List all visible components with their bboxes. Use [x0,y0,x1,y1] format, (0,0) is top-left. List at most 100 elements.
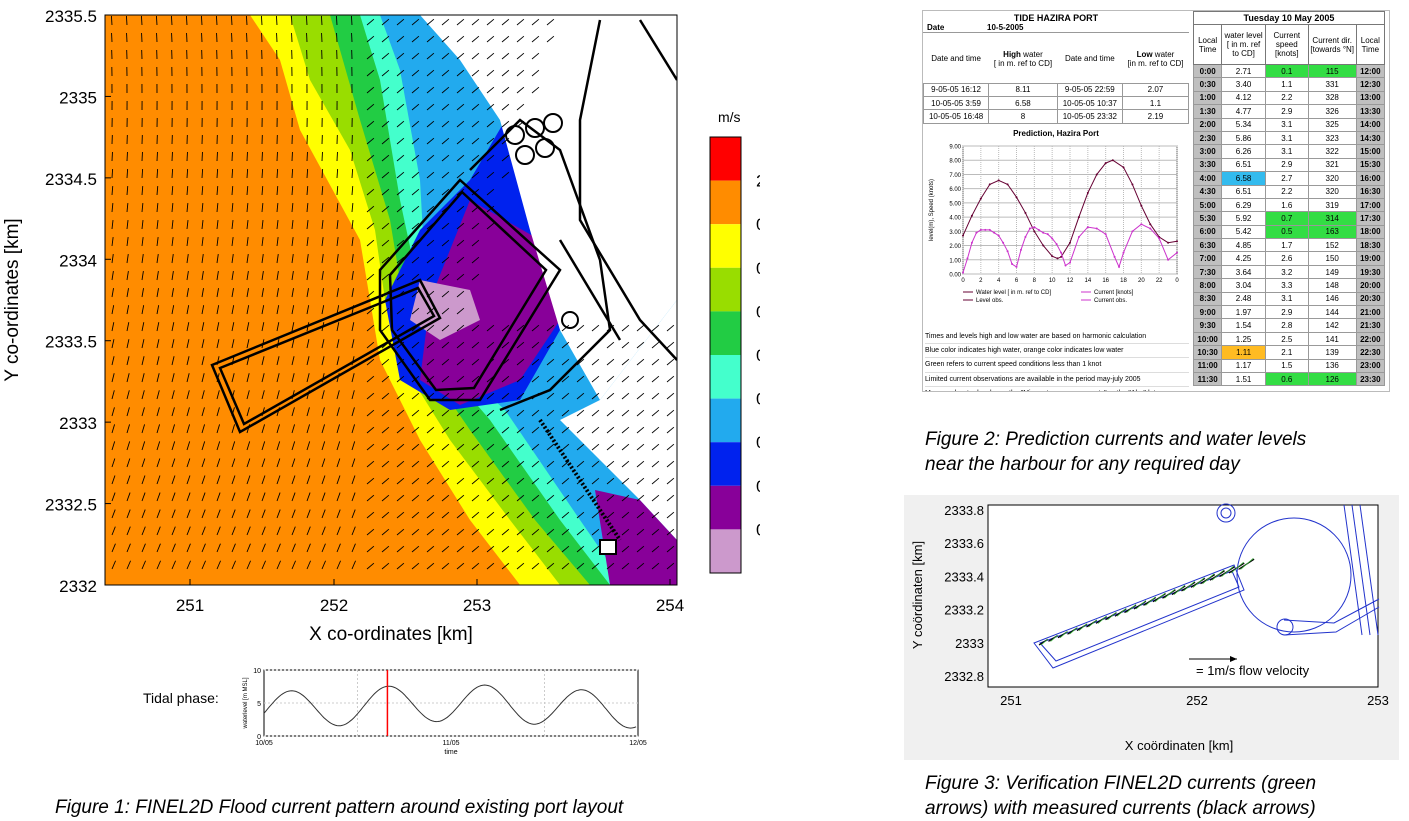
current-arrow [156,168,159,179]
current-arrow [306,288,309,298]
current-arrow [636,562,645,570]
current-arrow [216,492,221,502]
col-lw-rest: water [1152,49,1175,59]
hour-cell: 142 [1307,318,1357,333]
current-arrow [411,18,420,26]
current-arrow [336,322,340,332]
chart-point [1060,251,1063,254]
current-arrow [396,35,405,43]
hour-cell: 139 [1307,345,1357,360]
current-arrow [456,545,465,553]
chart-series-line [962,159,1178,259]
current-arrow [606,494,615,502]
current-arrow [411,205,420,213]
chart-point [1149,222,1152,225]
tidal-xtick: 12/05 [629,740,647,747]
hour-row: 2:30 5.86 3.1 323 14:30 [1192,130,1386,146]
current-arrow [351,322,355,332]
current-arrow [261,560,266,570]
current-arrow [636,477,645,485]
current-arrow [351,237,354,247]
current-arrow [351,424,356,434]
current-arrow [216,185,219,196]
current-arrow [441,460,450,468]
current-arrow [456,120,465,128]
hour-cell: 0.1 [1264,63,1309,79]
current-arrow [381,239,390,247]
current-arrow [306,237,309,247]
current-arrow [111,185,114,196]
current-arrow [396,562,405,570]
current-arrow [276,237,279,247]
chart-point [1024,211,1027,214]
hour-cell: 1.17 [1221,358,1266,373]
chart-xtick: 2 [979,278,983,284]
hour-cell: 7:00 [1192,251,1223,266]
current-arrow [576,562,585,570]
current-arrow [111,339,115,349]
current-arrow [486,528,495,536]
current-arrow [291,407,295,417]
current-arrow [381,103,390,111]
x-tick-labels: 251 252 253 [1000,693,1389,708]
hour-cell: 331 [1307,77,1357,92]
tidal-xtick: 11/05 [443,740,460,747]
current-arrow [546,358,555,366]
y-axis-label: Y coördinaten [km] [910,541,925,649]
hour-cell: 6.51 [1221,184,1266,199]
current-arrow [366,205,375,213]
current-arrow [171,424,176,434]
current-arrow [381,188,390,196]
notes: Times and levels high and low water are … [923,330,1189,391]
current-arrow [141,543,146,553]
hour-row: 3:30 6.51 2.9 321 15:30 [1192,157,1386,173]
chart-point [1113,255,1116,258]
current-arrow [306,271,309,281]
current-arrow [471,392,480,400]
current-arrow [666,562,675,570]
current-arrow [321,475,326,485]
current-arrow [456,443,465,451]
current-arrow [366,222,375,230]
current-arrow [261,254,264,264]
current-arrow [471,477,480,485]
current-arrow [186,356,190,366]
current-arrow [411,290,420,298]
current-arrow [366,358,375,366]
hour-row: 6:30 4.85 1.7 152 18:30 [1192,238,1386,253]
colorbar-swatch [710,355,741,399]
current-arrow [591,545,600,553]
current-arrow [486,188,495,196]
current-arrow [201,185,204,196]
current-arrow [486,392,495,400]
y-tick-label: 2333.2 [944,603,984,618]
col-lw-unit: [in m. ref to CD] [1127,58,1184,68]
current-arrow [501,545,510,553]
current-arrow [126,356,130,366]
current-arrow [291,185,294,196]
y-tick-labels: 2333.8 2333.6 2333.4 2333.2 2333 2332.8 [944,503,984,684]
current-arrow [426,86,435,94]
current-arrow [621,392,630,400]
current-arrow [561,562,570,570]
chart-point [1046,232,1049,235]
current-arrow [306,305,310,315]
current-arrow [396,409,405,417]
current-arrow [366,426,375,434]
current-arrow [366,103,375,111]
current-arrow [276,509,281,519]
current-arrow [336,220,339,230]
current-arrow [606,375,615,383]
current-arrow [156,271,159,281]
current-arrow [561,426,570,434]
current-arrow [456,69,465,77]
model-arrow [1088,619,1098,628]
hour-cell: 2.71 [1221,63,1266,79]
current-arrow [426,103,435,111]
hour-cell: 5.86 [1221,130,1266,146]
col-dt2: Date and time [1064,54,1115,64]
hour-cell: 2.9 [1264,104,1309,119]
colorbar-swatch [710,442,741,486]
current-arrow [111,168,114,179]
hour-cell: 3.40 [1221,77,1266,92]
